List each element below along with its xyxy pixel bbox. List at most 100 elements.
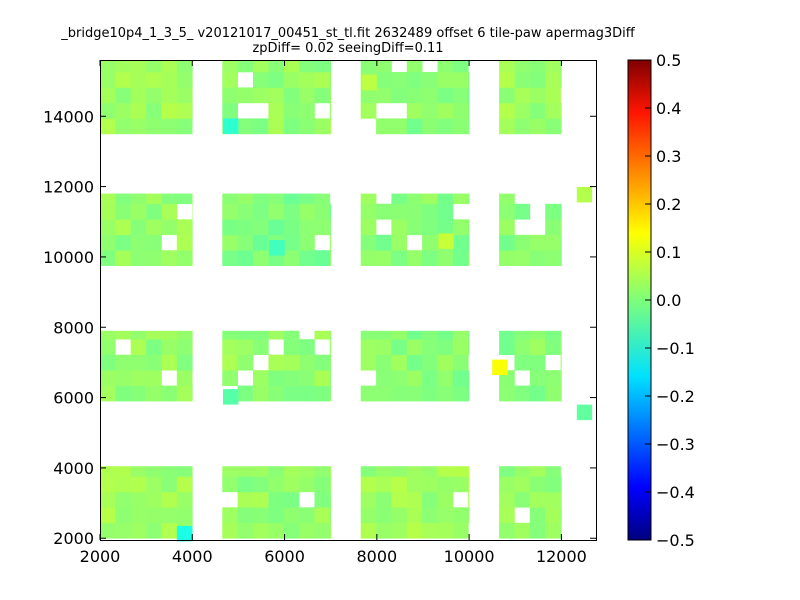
heatmap-cell <box>283 60 300 73</box>
heatmap-cell <box>268 203 285 220</box>
heatmap-cell <box>422 370 438 386</box>
heatmap-cell <box>100 102 116 119</box>
heatmap-cell <box>406 354 423 371</box>
heatmap-cell <box>222 219 238 236</box>
heatmap-cell <box>253 385 269 402</box>
heatmap-cell <box>268 354 285 371</box>
heatmap-cell <box>161 193 178 205</box>
colorbar-tick-label: −0.3 <box>656 435 695 454</box>
chart-subtitle: zpDiff= 0.02 seeingDiff=0.11 <box>252 41 443 56</box>
heatmap-cell <box>468 193 470 205</box>
heatmap-cell <box>452 370 469 386</box>
heatmap-cell <box>146 234 162 251</box>
heatmap-cell <box>176 491 193 508</box>
heatmap-cell <box>314 507 331 524</box>
heatmap-cell <box>499 330 515 340</box>
heatmap-cell <box>452 354 469 371</box>
heatmap-cell <box>146 193 162 205</box>
heatmap-cell <box>329 354 331 371</box>
heatmap-cell <box>283 250 300 266</box>
heatmap-cell <box>283 370 300 386</box>
heatmap-cell <box>268 118 285 135</box>
heatmap-cell <box>376 522 392 539</box>
heatmap-cell <box>268 370 285 386</box>
heatmap-cell <box>452 193 469 205</box>
outlier-cell <box>176 525 193 542</box>
heatmap-cell <box>422 102 438 119</box>
heatmap-cell <box>314 118 331 135</box>
heatmap-cell <box>299 118 315 135</box>
heatmap-cell <box>237 118 254 135</box>
heatmap-cell <box>299 60 315 73</box>
heatmap-cell <box>115 219 132 236</box>
heatmap-cell <box>146 354 162 371</box>
heatmap-cell <box>437 193 454 205</box>
heatmap-cell <box>100 339 116 355</box>
heatmap-cell <box>499 339 515 355</box>
heatmap-cell <box>146 385 162 402</box>
heatmap-cell <box>391 203 408 220</box>
heatmap-cell <box>299 522 315 539</box>
heatmap-cell <box>176 72 193 88</box>
heatmap-cell <box>130 354 147 371</box>
heatmap-cell <box>560 118 562 135</box>
heatmap-cell <box>422 193 438 205</box>
heatmap-cell <box>376 354 392 371</box>
heatmap-cell <box>268 507 285 524</box>
heatmap-cell <box>560 102 562 119</box>
heatmap-cell <box>130 385 147 402</box>
heatmap-cell <box>545 476 561 493</box>
heatmap-cell <box>391 330 408 340</box>
heatmap-cells <box>100 60 593 542</box>
heatmap-cell <box>237 339 254 355</box>
heatmap-cell <box>161 72 178 88</box>
heatmap-cell <box>529 330 546 340</box>
heatmap-cell <box>545 330 561 340</box>
heatmap-cell <box>514 339 531 355</box>
heatmap-cell <box>560 203 562 220</box>
heatmap-cell <box>253 72 269 88</box>
heatmap-cell <box>499 476 515 493</box>
heatmap-cell <box>130 522 147 539</box>
heatmap-cell <box>161 466 178 477</box>
heatmap-cell <box>253 507 269 524</box>
heatmap-cell <box>406 339 423 355</box>
heatmap-cell <box>391 370 408 386</box>
heatmap-cell <box>100 72 116 88</box>
heatmap-cell <box>499 102 515 119</box>
heatmap-cell <box>437 507 454 524</box>
heatmap-cell <box>329 118 331 135</box>
heatmap-cell <box>329 87 331 104</box>
heatmap-cell <box>422 491 438 508</box>
heatmap-cell <box>329 72 331 88</box>
heatmap-cell <box>406 385 423 402</box>
heatmap-cell <box>560 476 562 493</box>
heatmap-cell <box>130 330 147 340</box>
heatmap-cell <box>514 87 531 104</box>
heatmap-cell <box>376 250 392 266</box>
outlier-cell <box>576 404 593 421</box>
heatmap-cell <box>360 339 377 355</box>
heatmap-cell <box>360 466 377 477</box>
heatmap-cell <box>514 60 531 73</box>
heatmap-cell <box>545 234 561 251</box>
heatmap-cell <box>329 466 331 477</box>
heatmap-cell <box>452 507 469 524</box>
heatmap-cell <box>422 250 438 266</box>
heatmap-cell <box>146 72 162 88</box>
heatmap-cell <box>514 203 531 220</box>
heatmap-cell <box>299 87 315 104</box>
heatmap-cell <box>100 522 116 539</box>
heatmap-cell <box>115 491 132 508</box>
heatmap-cell <box>437 72 454 88</box>
heatmap-cell <box>529 72 546 88</box>
heatmap-cell <box>329 102 331 119</box>
heatmap-cell <box>146 60 162 73</box>
heatmap-cell <box>222 60 238 73</box>
heatmap-cell <box>176 370 193 386</box>
heatmap-cell <box>545 507 561 524</box>
heatmap-cell <box>146 507 162 524</box>
heatmap-cell <box>253 330 269 340</box>
heatmap-cell <box>499 250 515 266</box>
heatmap-cell <box>437 476 454 493</box>
